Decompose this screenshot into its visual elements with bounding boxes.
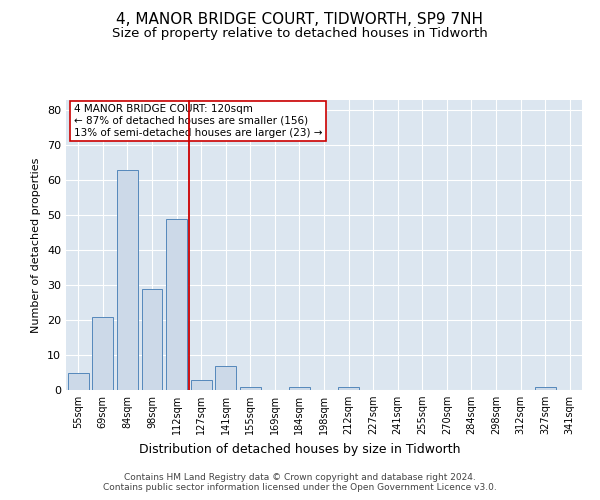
Text: Distribution of detached houses by size in Tidworth: Distribution of detached houses by size … [139, 442, 461, 456]
Bar [68, 372, 89, 390]
Text: 4, MANOR BRIDGE COURT, TIDWORTH, SP9 7NH: 4, MANOR BRIDGE COURT, TIDWORTH, SP9 7NH [116, 12, 484, 28]
Bar [289, 386, 310, 390]
Bar [240, 386, 261, 390]
Text: Size of property relative to detached houses in Tidworth: Size of property relative to detached ho… [112, 28, 488, 40]
Y-axis label: Number of detached properties: Number of detached properties [31, 158, 41, 332]
Bar [191, 380, 212, 390]
Text: Contains HM Land Registry data © Crown copyright and database right 2024.
Contai: Contains HM Land Registry data © Crown c… [103, 473, 497, 492]
Bar [92, 316, 113, 390]
Bar [142, 288, 163, 390]
Bar [166, 219, 187, 390]
Bar [535, 386, 556, 390]
Bar [338, 386, 359, 390]
Bar [117, 170, 138, 390]
Bar [215, 366, 236, 390]
Text: 4 MANOR BRIDGE COURT: 120sqm
← 87% of detached houses are smaller (156)
13% of s: 4 MANOR BRIDGE COURT: 120sqm ← 87% of de… [74, 104, 322, 138]
